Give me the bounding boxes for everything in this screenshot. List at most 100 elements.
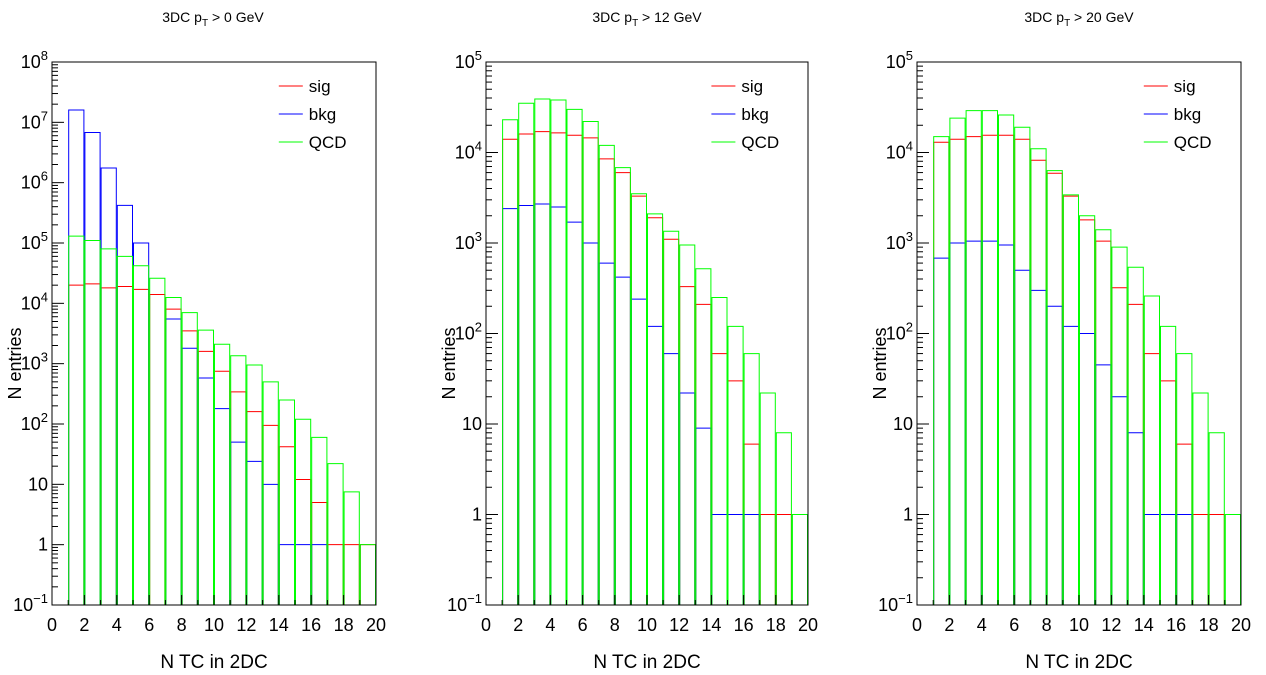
bar-sig-14 (1143, 353, 1160, 605)
bar-QCD-15 (295, 418, 312, 605)
y-tick-label: 1 (38, 535, 48, 555)
bar-sig-1 (933, 141, 950, 605)
chart-title: 3DC pT > 12 GeV (592, 9, 702, 29)
x-tick-label: 12 (669, 615, 689, 635)
x-tick-label: 12 (1101, 615, 1121, 635)
bar-QCD-16 (1176, 353, 1193, 605)
bar-bkg-16 (1176, 514, 1193, 605)
bar-QCD-11 (230, 355, 247, 605)
y-tick-label: 103 (886, 229, 913, 253)
bar-QCD-10 (647, 213, 664, 605)
x-tick-label: 2 (79, 615, 89, 635)
legend: sig bkg QCD (711, 77, 779, 152)
bar-QCD-3 (965, 110, 982, 605)
y-tick-label: 102 (886, 320, 913, 344)
bar-sig-8 (614, 172, 631, 605)
legend-label-sig: sig (1174, 77, 1196, 96)
y-tick-label: 106 (21, 169, 48, 193)
x-tick-label: 0 (481, 615, 491, 635)
bar-bkg-10 (647, 325, 664, 605)
bar-QCD-4 (550, 99, 567, 605)
y-tick-label: 108 (21, 48, 48, 72)
bar-sig-8 (1046, 172, 1063, 605)
series-QCD (68, 235, 376, 605)
bar-bkg-9 (1062, 325, 1079, 605)
y-axis-label: N entries (439, 327, 459, 399)
x-tick-label: 10 (1069, 615, 1089, 635)
bar-QCD-5 (133, 265, 150, 605)
y-tick-label: 102 (455, 320, 482, 344)
legend-label-QCD: QCD (309, 133, 347, 152)
bar-sig-11 (1095, 240, 1112, 605)
y-tick-label: 10 (893, 414, 913, 434)
bar-sig-2 (84, 283, 101, 605)
bar-QCD-10 (214, 343, 231, 605)
bar-bkg-8 (181, 347, 198, 605)
bar-QCD-17 (327, 463, 344, 605)
bar-QCD-8 (614, 167, 631, 605)
bar-sig-18 (343, 544, 360, 605)
bar-QCD-9 (1062, 194, 1079, 605)
bar-bkg-11 (230, 441, 247, 605)
bar-bkg-13 (262, 483, 279, 605)
bar-bkg-1 (933, 257, 950, 605)
x-tick-label: 10 (637, 615, 657, 635)
bar-bkg-9 (630, 298, 647, 605)
x-axis-label: N TC in 2DC (1025, 652, 1132, 673)
bar-QCD-9 (197, 329, 214, 605)
bar-sig-9 (1062, 195, 1079, 605)
bar-bkg-10 (1079, 333, 1096, 605)
bar-QCD-3 (100, 248, 117, 605)
bar-bkg-6 (1014, 269, 1031, 605)
bar-sig-19 (359, 544, 376, 605)
bar-QCD-4 (116, 255, 133, 605)
bar-sig-7 (598, 158, 615, 605)
bar-bkg-5 (133, 242, 150, 605)
bar-bkg-9 (197, 377, 214, 605)
legend: sig bkg QCD (1143, 77, 1212, 152)
bar-QCD-1 (502, 119, 519, 605)
y-tick-label: 105 (455, 48, 482, 72)
chart-panel-1: 3DC pT > 0 GeV 0 2 4 6 8 10 12 14 16 18 20 108 107 106… (5, 9, 386, 673)
bar-QCD-7 (598, 144, 615, 605)
bar-QCD-7 (165, 296, 182, 605)
y-axis-label: N entries (870, 327, 890, 399)
bar-sig-14 (711, 353, 728, 605)
bar-bkg-5 (566, 221, 583, 605)
y-tick-label: 105 (886, 48, 913, 72)
bar-bkg-14 (1143, 514, 1160, 605)
bar-bkg-1 (68, 109, 85, 605)
bar-bkg-15 (1160, 514, 1177, 605)
x-tick-label: 0 (912, 615, 922, 635)
y-tick-label: 104 (886, 139, 913, 163)
bar-QCD-18 (775, 432, 792, 605)
bar-QCD-14 (1143, 295, 1160, 605)
bar-bkg-14 (278, 544, 295, 605)
bar-sig-7 (165, 308, 182, 605)
bar-QCD-16 (743, 353, 760, 605)
bar-bkg-2 (518, 204, 535, 605)
bar-QCD-2 (518, 102, 535, 605)
bar-QCD-17 (1192, 392, 1209, 605)
bar-sig-17 (327, 544, 344, 605)
bar-sig-10 (214, 370, 231, 605)
bar-sig-11 (230, 391, 247, 605)
bar-QCD-12 (246, 364, 263, 605)
bar-bkg-12 (1111, 396, 1128, 605)
x-tick-label: 8 (1042, 615, 1052, 635)
bar-bkg-3 (100, 167, 117, 605)
bar-QCD-5 (566, 108, 583, 605)
chart-panel-2: 3DC pT > 12 GeV 0 2 4 6 8 10 12 14 16 18 20 105 104 10… (439, 9, 818, 673)
bar-sig-3 (534, 131, 551, 605)
bar-QCD-18 (1208, 432, 1225, 605)
x-tick-label: 16 (1166, 615, 1186, 635)
bar-sig-15 (295, 479, 312, 605)
bar-sig-5 (566, 134, 583, 605)
bar-sig-15 (1160, 380, 1177, 605)
bar-QCD-19 (359, 544, 376, 605)
chart-title: 3DC pT > 0 GeV (162, 9, 264, 29)
bar-bkg-5 (998, 244, 1015, 605)
bar-QCD-10 (1079, 215, 1096, 605)
bar-QCD-7 (1030, 148, 1047, 605)
